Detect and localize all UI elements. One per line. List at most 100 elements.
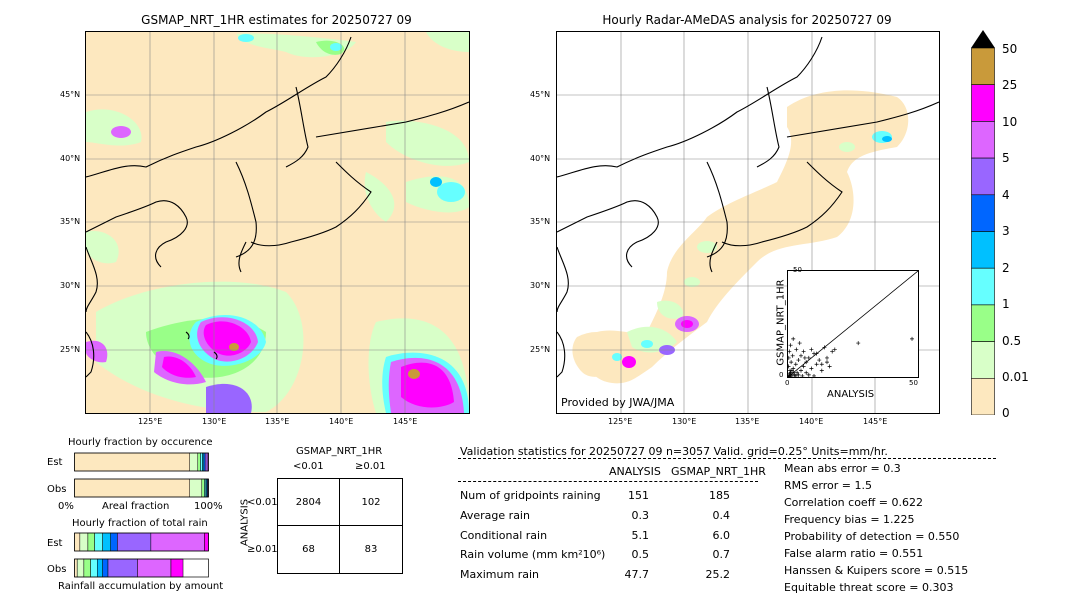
scatter-svg [788,271,918,377]
colorbar-label-50: 50 [1002,42,1018,56]
left-lat-label-30: 30°N [60,281,81,290]
scatter-point [789,368,794,373]
stacked-bar-outline [74,558,209,578]
scatter-point [825,360,829,365]
validation-col-gsmap: GSMAP_NRT_1HR [671,465,766,478]
stacked-bar-segment [87,532,95,552]
scatter-point [827,364,832,369]
occurrence-label-est: Est [47,457,63,468]
contingency-col-ge: ≥0.01 [355,461,386,472]
left-lat-label-40: 40°N [60,154,81,163]
stacked-bar-segment [97,558,103,578]
right-lon-label-125: 125°E [608,417,633,426]
right-lon-label-130: 130°E [672,417,697,426]
stacked-bar-segment [74,478,190,498]
scatter-point [799,368,803,373]
colorbar-label-0-01: 0.01 [1002,370,1029,384]
stacked-bar-segment [90,558,98,578]
scatter-tick-x-0: 0 [785,379,790,387]
validation-header-rule [458,458,996,459]
colorbar-label-2: 2 [1002,261,1010,275]
scatter-point [795,370,800,375]
stat-row-analysis: 5.1 [631,529,650,542]
right-map-coastlines [557,36,939,378]
contingency-cell: 2804 [295,497,322,508]
left-map-rain-patches [86,32,469,413]
scatter-point [796,358,801,363]
right-map-graphic [557,32,939,413]
scatter-point [822,345,827,350]
score-line: Probability of detection = 0.550 [784,530,960,543]
stat-row-gsmap: 185 [709,489,730,502]
stat-row-gsmap: 0.4 [712,509,731,522]
scatter-point [804,360,809,365]
colorbar [971,30,995,416]
occurrence-title: Hourly fraction by occurence [68,437,213,448]
scatter-point [910,336,915,341]
validation-header: Validation statistics for 20250727 09 n=… [460,445,888,458]
stacked-bar-segment [204,452,208,472]
left-map [85,31,470,414]
left-map-coastlines [86,36,469,378]
colorbar-segment [971,267,995,306]
stacked-bar-segment [170,558,184,578]
occurrence-axis-mid: Areal fraction [102,501,170,512]
contingency-cell: 102 [361,497,381,508]
colorbar-segment [971,304,995,342]
right-map-credit: Provided by JWA/JMA [561,396,675,409]
scatter-tick-x-50: 50 [909,379,918,387]
occurrence-axis-left: 0% [58,501,74,512]
left-map-graphic [86,32,469,413]
total-rain-label-est: Est [47,538,63,549]
stat-row-analysis: 151 [628,489,649,502]
scatter-point [819,368,824,373]
colorbar-segment [971,341,995,379]
right-map-title: Hourly Radar-AMeDAS analysis for 2025072… [602,13,892,27]
right-map-rain-coverage [572,90,909,384]
scatter-point [788,371,792,376]
scatter-point [830,349,835,354]
left-map-title: GSMAP_NRT_1HR estimates for 20250727 09 [141,13,412,27]
scatter-point [788,364,791,369]
total-rain-label-obs: Obs [47,564,67,575]
scatter-point [796,372,801,377]
colorbar-label-3: 3 [1002,224,1010,238]
contingency-title: GSMAP_NRT_1HR [296,446,383,457]
score-line: Mean abs error = 0.3 [784,462,901,475]
colorbar-segment [971,377,995,416]
stat-row-label: Rain volume (mm km²10⁶) [460,548,606,561]
scatter-point [804,370,809,375]
occurrence-axis-right: 100% [194,501,223,512]
stat-row-gsmap: 25.2 [705,568,731,581]
scatter-point [788,355,791,360]
stacked-bar-segment [74,452,190,472]
left-lon-label-135: 135°E [265,417,290,426]
scatter-point [790,353,795,358]
stacked-bar-segment [201,478,205,498]
scatter-point [819,362,824,367]
left-lon-label-130: 130°E [202,417,227,426]
scatter-point [791,366,796,371]
stat-row-analysis: 47.7 [624,568,650,581]
score-line: Equitable threat score = 0.303 [784,581,954,594]
scatter-point [802,355,807,360]
scatter-point [806,355,811,360]
stacked-bar-segment [197,452,201,472]
stacked-bar-segment [137,558,172,578]
score-line: Frequency bias = 1.225 [784,513,915,526]
left-map-grid [86,32,469,413]
colorbar-segment [971,121,995,159]
validation-table-rule [458,481,758,482]
scatter-point [809,347,814,352]
right-map: ANALYSIS GSMAP_NRT_1HR 50 0 0 50 Provide… [556,31,940,414]
scatter-point [791,336,796,341]
scatter-plot [787,270,919,378]
right-lat-label-25: 25°N [530,345,551,354]
stacked-bar-segment [200,452,203,472]
colorbar-label-10: 10 [1002,115,1018,129]
contingency-col-lt: <0.01 [293,461,324,472]
right-lon-label-140: 140°E [799,417,824,426]
stat-row-analysis: 0.3 [631,509,650,522]
stacked-bar-segment [79,532,89,552]
scatter-tick-y-50: 50 [793,266,802,274]
